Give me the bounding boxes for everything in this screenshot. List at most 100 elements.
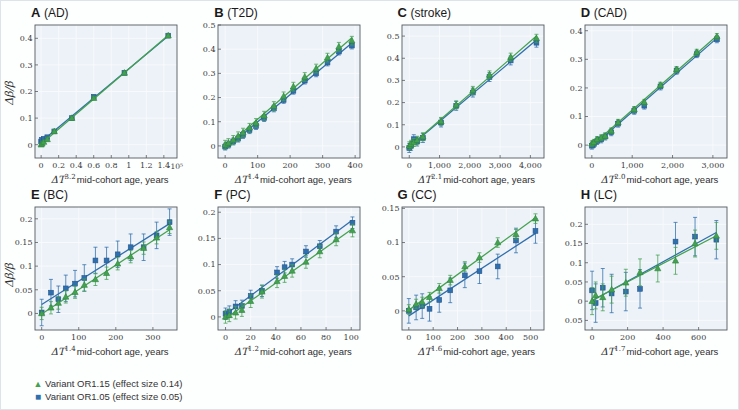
svg-text:100: 100 bbox=[71, 333, 86, 342]
svg-text:·10⁵: ·10⁵ bbox=[168, 162, 183, 171]
svg-text:0.05: 0.05 bbox=[564, 316, 582, 325]
svg-text:0.5: 0.5 bbox=[386, 32, 399, 41]
svg-text:0: 0 bbox=[39, 333, 44, 342]
svg-text:2,000: 2,000 bbox=[458, 161, 481, 170]
panel-c-title: C (stroke) bbox=[398, 5, 553, 21]
panel-b-abbr: (T2D) bbox=[227, 6, 258, 20]
svg-text:1,000: 1,000 bbox=[620, 161, 643, 170]
svg-text:0: 0 bbox=[589, 161, 594, 170]
panel-h-abbr: (LC) bbox=[594, 188, 617, 202]
legend-label-or105: Variant OR1.05 (effect size 0.05) bbox=[45, 391, 182, 402]
svg-text:4,000: 4,000 bbox=[518, 161, 541, 170]
svg-text:0.05: 0.05 bbox=[381, 273, 399, 282]
svg-text:1,000: 1,000 bbox=[428, 161, 451, 170]
panel-a-title: A (AD) bbox=[31, 5, 186, 21]
svg-text:0.15: 0.15 bbox=[564, 239, 582, 248]
svg-text:0.1: 0.1 bbox=[20, 114, 33, 123]
panel-b-letter: B bbox=[214, 5, 224, 20]
svg-text:0: 0 bbox=[211, 142, 216, 151]
panel-f-title: F (PC) bbox=[214, 187, 369, 203]
svg-text:0: 0 bbox=[577, 297, 582, 306]
svg-text:0.3: 0.3 bbox=[386, 76, 399, 85]
panel-h-chart: 02004006000.0500.050.10.150.2 bbox=[554, 203, 734, 345]
svg-text:400: 400 bbox=[498, 333, 513, 342]
svg-text:0.6: 0.6 bbox=[87, 161, 100, 170]
panel-f-letter: F bbox=[214, 187, 222, 202]
panel-e-title: E (BC) bbox=[31, 187, 186, 203]
svg-text:0.1: 0.1 bbox=[386, 238, 399, 247]
triangle-marker-icon: ▲ bbox=[31, 379, 45, 389]
panel-e-chart: 010020030000.050.10.150.2 bbox=[4, 203, 184, 345]
panel-g-title: G (CC) bbox=[398, 187, 553, 203]
svg-text:200: 200 bbox=[620, 333, 635, 342]
panel-a-letter: A bbox=[31, 5, 41, 20]
legend-item-or105: ■ Variant OR1.05 (effect size 0.05) bbox=[31, 390, 182, 403]
svg-text:2,000: 2,000 bbox=[661, 161, 684, 170]
panel-a-xlabel: ΔT3.2mid-cohort age, years bbox=[3, 172, 186, 185]
svg-text:300: 300 bbox=[474, 333, 489, 342]
panel-h-title: H (LC) bbox=[581, 187, 736, 203]
panel-h-letter: H bbox=[581, 187, 591, 202]
panel-g-letter: G bbox=[398, 187, 408, 202]
svg-text:0: 0 bbox=[577, 141, 582, 150]
svg-text:0: 0 bbox=[394, 143, 399, 152]
svg-text:100: 100 bbox=[425, 333, 440, 342]
panel-e-abbr: (BC) bbox=[43, 188, 68, 202]
panel-d-xlabel: ΔT2.0mid-cohort age, years bbox=[553, 172, 736, 185]
svg-text:0.4: 0.4 bbox=[570, 27, 583, 36]
panel-e-letter: E bbox=[31, 187, 40, 202]
panel-g: G (CC) 010020030040050000.050.10.15 ΔT1.… bbox=[370, 185, 553, 357]
svg-text:80: 80 bbox=[321, 333, 331, 342]
panel-e-xlabel: ΔT1.4mid-cohort age, years bbox=[3, 344, 186, 357]
panel-e: E (BC) 010020030000.050.10.150.2 ΔT1.4mi… bbox=[3, 185, 186, 357]
svg-text:40: 40 bbox=[271, 333, 281, 342]
panel-grid: A (AD) 00.20.40.60.811.21.400.10.20.30.4… bbox=[3, 3, 736, 357]
svg-text:0: 0 bbox=[406, 161, 411, 170]
svg-text:0.1: 0.1 bbox=[386, 121, 399, 130]
svg-text:0.1: 0.1 bbox=[203, 118, 216, 127]
svg-text:1: 1 bbox=[126, 161, 131, 170]
svg-text:0.05: 0.05 bbox=[564, 278, 582, 287]
svg-text:0.1: 0.1 bbox=[20, 262, 33, 271]
panel-h: H (LC) 02004006000.0500.050.10.150.2 ΔT1… bbox=[553, 185, 736, 357]
panel-c-abbr: (stroke) bbox=[410, 6, 451, 20]
panel-f: F (PC) 02040608010000.050.10.150.2 ΔT1.2… bbox=[186, 185, 369, 357]
svg-text:0.2: 0.2 bbox=[52, 161, 65, 170]
svg-text:0.4: 0.4 bbox=[70, 161, 83, 170]
panel-d-abbr: (CAD) bbox=[594, 6, 627, 20]
svg-text:600: 600 bbox=[691, 333, 706, 342]
panel-d-chart: 01,0002,0003,00000.10.20.30.4 bbox=[554, 21, 734, 173]
svg-text:300: 300 bbox=[315, 161, 330, 170]
panel-b: B (T2D) 010020030040000.10.20.30.40.5 ΔT… bbox=[186, 3, 369, 185]
panel-d-letter: D bbox=[581, 5, 591, 20]
panel-b-xlabel: ΔT1.4mid-cohort age, years bbox=[186, 172, 369, 185]
svg-text:200: 200 bbox=[108, 333, 123, 342]
panel-f-xlabel: ΔT1.2mid-cohort age, years bbox=[186, 344, 369, 357]
panel-g-chart: 010020030040050000.050.10.15 bbox=[371, 203, 551, 345]
panel-c-xlabel: ΔT2.1mid-cohort age, years bbox=[370, 172, 553, 185]
svg-text:3,000: 3,000 bbox=[701, 161, 724, 170]
figure: Δβ/β Δβ/β A (AD) 00.20.40.60.811.21.400.… bbox=[0, 0, 739, 410]
svg-text:0: 0 bbox=[211, 313, 216, 322]
svg-text:0.4: 0.4 bbox=[386, 54, 399, 63]
svg-text:0.2: 0.2 bbox=[20, 87, 33, 96]
panel-f-chart: 02040608010000.050.10.150.2 bbox=[187, 203, 367, 345]
svg-text:100: 100 bbox=[250, 161, 265, 170]
svg-text:0: 0 bbox=[406, 333, 411, 342]
panel-f-abbr: (PC) bbox=[226, 188, 251, 202]
svg-text:400: 400 bbox=[655, 333, 670, 342]
svg-text:0.4: 0.4 bbox=[203, 45, 216, 54]
svg-text:200: 200 bbox=[283, 161, 298, 170]
svg-text:0.2: 0.2 bbox=[203, 208, 216, 217]
panel-d: D (CAD) 01,0002,0003,00000.10.20.30.4 ΔT… bbox=[553, 3, 736, 185]
svg-text:0: 0 bbox=[394, 307, 399, 316]
svg-text:0.4: 0.4 bbox=[20, 34, 33, 43]
panel-h-xlabel: ΔT1.7mid-cohort age, years bbox=[553, 344, 736, 357]
svg-text:0.2: 0.2 bbox=[386, 98, 399, 107]
panel-c-chart: 01,0002,0003,0004,00000.10.20.30.40.5 bbox=[371, 21, 551, 173]
panel-c: C (stroke) 01,0002,0003,0004,00000.10.20… bbox=[370, 3, 553, 185]
svg-text:0.1: 0.1 bbox=[203, 261, 216, 270]
svg-text:400: 400 bbox=[348, 161, 363, 170]
svg-text:0.1: 0.1 bbox=[570, 112, 583, 121]
legend: ▲ Variant OR1.15 (effect size 0.14) ■ Va… bbox=[31, 377, 182, 403]
